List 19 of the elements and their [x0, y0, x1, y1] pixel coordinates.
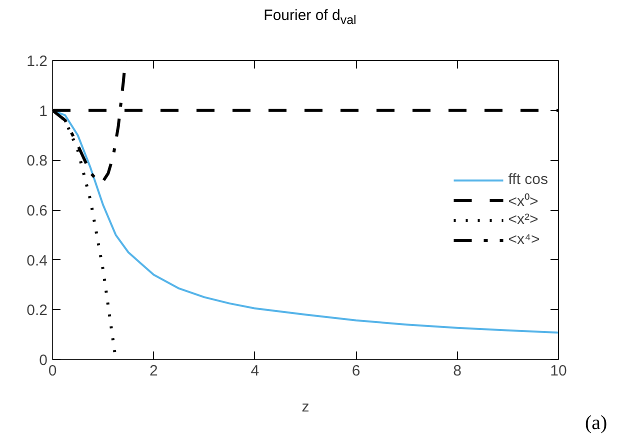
y-tick-label: 1: [39, 102, 48, 120]
y-tick-label: 0.4: [26, 252, 48, 270]
text: (a): [585, 411, 608, 436]
x-tick-label: 2: [150, 362, 158, 380]
x-tick-label: 4: [250, 362, 260, 380]
y-tick-label: 0.2: [26, 302, 48, 320]
legend-label: <x⁰>: [508, 192, 538, 210]
legend-label: <x²>: [508, 211, 538, 228]
y-tick-label: 0.6: [26, 202, 48, 220]
y-tick-label: 0.8: [26, 152, 48, 170]
y-tick-label: 0: [39, 352, 48, 369]
x-axis-title: z: [302, 398, 310, 416]
x-tick-label: 8: [453, 362, 462, 380]
legend-label: fft cos: [508, 171, 548, 188]
y-tick-label: 1.2: [26, 53, 48, 70]
legend-label: <x⁴>: [508, 231, 540, 248]
x-tick-label: 10: [550, 362, 567, 380]
chart-title: Fourier of d$_{val}$: [262, 6, 358, 29]
x-tick-label: 6: [352, 362, 360, 380]
